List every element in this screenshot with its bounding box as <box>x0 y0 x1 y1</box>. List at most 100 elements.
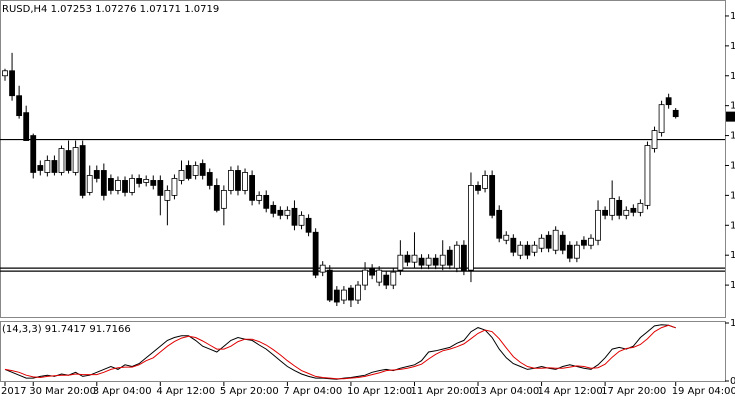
candle-body <box>312 231 319 276</box>
y-tick-label: 1 <box>730 41 735 52</box>
y-tick-label: 1 <box>730 220 735 231</box>
candle-body <box>213 185 220 211</box>
candle-body <box>468 185 474 271</box>
y-tick-label: 1 <box>730 280 735 291</box>
candle-body <box>93 170 100 179</box>
candle-body <box>256 194 263 201</box>
candle-body <box>192 165 199 176</box>
candle-body <box>2 70 8 77</box>
x-tick-label: 2017 <box>1 386 26 397</box>
candle-body <box>376 269 383 283</box>
candle-body <box>291 207 298 226</box>
candle-body <box>475 185 481 191</box>
x-tick-label: 11 Apr 20:00 <box>410 386 475 397</box>
candle-body <box>644 145 651 206</box>
candle-body <box>524 244 531 256</box>
candle-body <box>418 257 425 266</box>
candle-body <box>383 274 390 286</box>
candle-body <box>100 170 107 196</box>
indicator-line <box>4 324 676 380</box>
candle-body <box>263 194 270 209</box>
candle-body <box>503 234 510 241</box>
candle-body <box>348 287 354 301</box>
candle-body <box>658 104 665 133</box>
candle-body <box>453 244 460 269</box>
candle-body <box>23 112 30 141</box>
candle-body <box>326 269 333 301</box>
candle-body <box>30 135 37 173</box>
candle-body <box>235 170 241 191</box>
candle-body <box>630 207 637 213</box>
candle-body <box>115 180 121 191</box>
indicator-title: (14,3,3) 91.7417 91.7166 <box>2 324 131 335</box>
candle-body <box>284 209 291 216</box>
candle-body <box>460 244 467 271</box>
low: 1.07171 <box>140 4 181 15</box>
candle-body <box>482 175 488 189</box>
candle-body <box>65 150 72 171</box>
candle-body <box>143 179 150 183</box>
candle-body <box>171 178 178 196</box>
x-tick-label: 14 Apr 12:00 <box>538 386 603 397</box>
main-value: 91.7417 <box>45 324 86 335</box>
symbol: RUSD,H4 <box>2 4 47 15</box>
candle-body <box>573 244 580 259</box>
candle-body <box>517 244 524 256</box>
candle-body <box>44 160 51 173</box>
candle-body <box>164 190 171 201</box>
candle-body <box>9 70 15 97</box>
x-tick-label: 5 Apr 20:00 <box>220 386 279 397</box>
x-tick-label: 3 Apr 04:00 <box>93 386 152 397</box>
candle-body <box>581 239 587 246</box>
candle-body <box>185 165 192 179</box>
candle-body <box>602 209 608 216</box>
candle-body <box>150 180 157 186</box>
candle-body <box>51 160 58 173</box>
current-price <box>726 111 735 122</box>
candle-body <box>623 209 630 216</box>
candle-body <box>566 244 573 259</box>
candle-body <box>559 234 566 251</box>
candle-body <box>333 289 340 303</box>
candle-body <box>58 148 65 173</box>
candle-body <box>37 165 44 171</box>
candle-body <box>446 249 453 266</box>
candle-body <box>411 254 418 263</box>
candle-body <box>199 163 206 176</box>
candle-body <box>538 237 545 249</box>
candle-body <box>552 229 559 251</box>
candle-body <box>355 284 361 301</box>
candle-body <box>369 267 376 276</box>
candle-body <box>206 172 213 186</box>
candle-body <box>672 109 679 118</box>
indicator-name: (14,3,3) <box>2 324 42 335</box>
x-tick-label: 4 Apr 12:00 <box>156 386 215 397</box>
candle-body <box>545 234 552 249</box>
x-tick-label: 10 Apr 12:00 <box>347 386 412 397</box>
candle-body <box>432 257 439 266</box>
candle-body <box>122 180 128 193</box>
y-tick-label: 1 <box>730 160 735 171</box>
indicator-y-tick-label: 1 <box>730 318 735 329</box>
open: 1.07253 <box>51 4 92 15</box>
candle-body <box>178 170 185 181</box>
candle-body <box>129 178 135 193</box>
candle-body <box>510 237 517 253</box>
candle-body <box>616 199 623 216</box>
candle-body <box>249 175 256 201</box>
y-tick-label: 1 <box>730 71 735 82</box>
y-tick-label: 1 <box>730 250 735 261</box>
candle-body <box>609 197 616 216</box>
candle-body <box>220 190 227 209</box>
candle-body <box>404 254 411 263</box>
candle-body <box>637 202 644 213</box>
x-tick-label: 19 Apr 04:00 <box>672 386 735 397</box>
candle-body <box>425 257 432 266</box>
candle-body <box>108 178 114 191</box>
x-tick-label: 30 Mar 20:00 <box>29 386 96 397</box>
candle-body <box>390 271 397 286</box>
x-tick-label: 17 Apr 20:00 <box>601 386 666 397</box>
candle-body <box>665 97 672 106</box>
